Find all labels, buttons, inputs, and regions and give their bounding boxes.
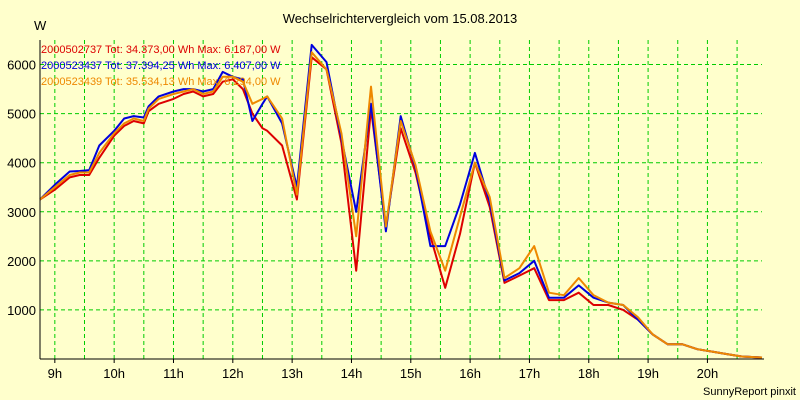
series-lines: [39, 43, 763, 359]
y-tick-label-4000: 4000: [7, 156, 36, 171]
y-tick-label-6000: 6000: [7, 58, 36, 73]
x-tick-label-11: 11h: [163, 366, 184, 381]
legend-entry-2000523437: 2000523437 Tot: 37.394,25 Wh Max: 6.407,…: [41, 60, 281, 72]
legend-entry-2000523439: 2000523439 Tot: 35.534,13 Wh Max: 6.294,…: [41, 76, 281, 88]
legend: 2000502737 Tot: 34.373,00 Wh Max: 6.187,…: [41, 44, 281, 88]
x-tick-label-15: 15h: [400, 366, 422, 381]
x-tick-label-20: 20h: [697, 366, 719, 381]
y-tick-labels: 1000 2000 3000 4000 5000 6000: [7, 58, 36, 318]
x-tick-label-19: 19h: [637, 366, 659, 381]
y-tick-label-3000: 3000: [7, 205, 36, 220]
footer-credit: SunnyReport pinxit: [703, 386, 796, 398]
y-tick-label-5000: 5000: [7, 107, 36, 122]
y-tick-label-1000: 1000: [7, 303, 36, 318]
x-tick-label-16: 16h: [459, 366, 481, 381]
chart-title: Wechselrichtervergleich vom 15.08.2013: [283, 11, 518, 26]
legend-entry-2000502737: 2000502737 Tot: 34.373,00 Wh Max: 6.187,…: [41, 44, 281, 56]
grid: [40, 40, 762, 359]
x-tick-label-18: 18h: [578, 366, 600, 381]
y-axis-unit-label: W: [34, 18, 47, 33]
x-tick-labels: 9h 10h 11h 12h 13h 14h 15h 16h 17h 18h 19h 20h: [48, 359, 719, 381]
x-tick-label-9: 9h: [48, 366, 62, 381]
y-tick-label-2000: 2000: [7, 254, 36, 269]
x-tick-label-10: 10h: [103, 366, 125, 381]
x-tick-label-17: 17h: [519, 366, 541, 381]
series-line-2000523439: [39, 51, 763, 359]
x-tick-label-12: 12h: [222, 366, 244, 381]
x-tick-label-14: 14h: [341, 366, 363, 381]
x-tick-label-13: 13h: [281, 366, 303, 381]
